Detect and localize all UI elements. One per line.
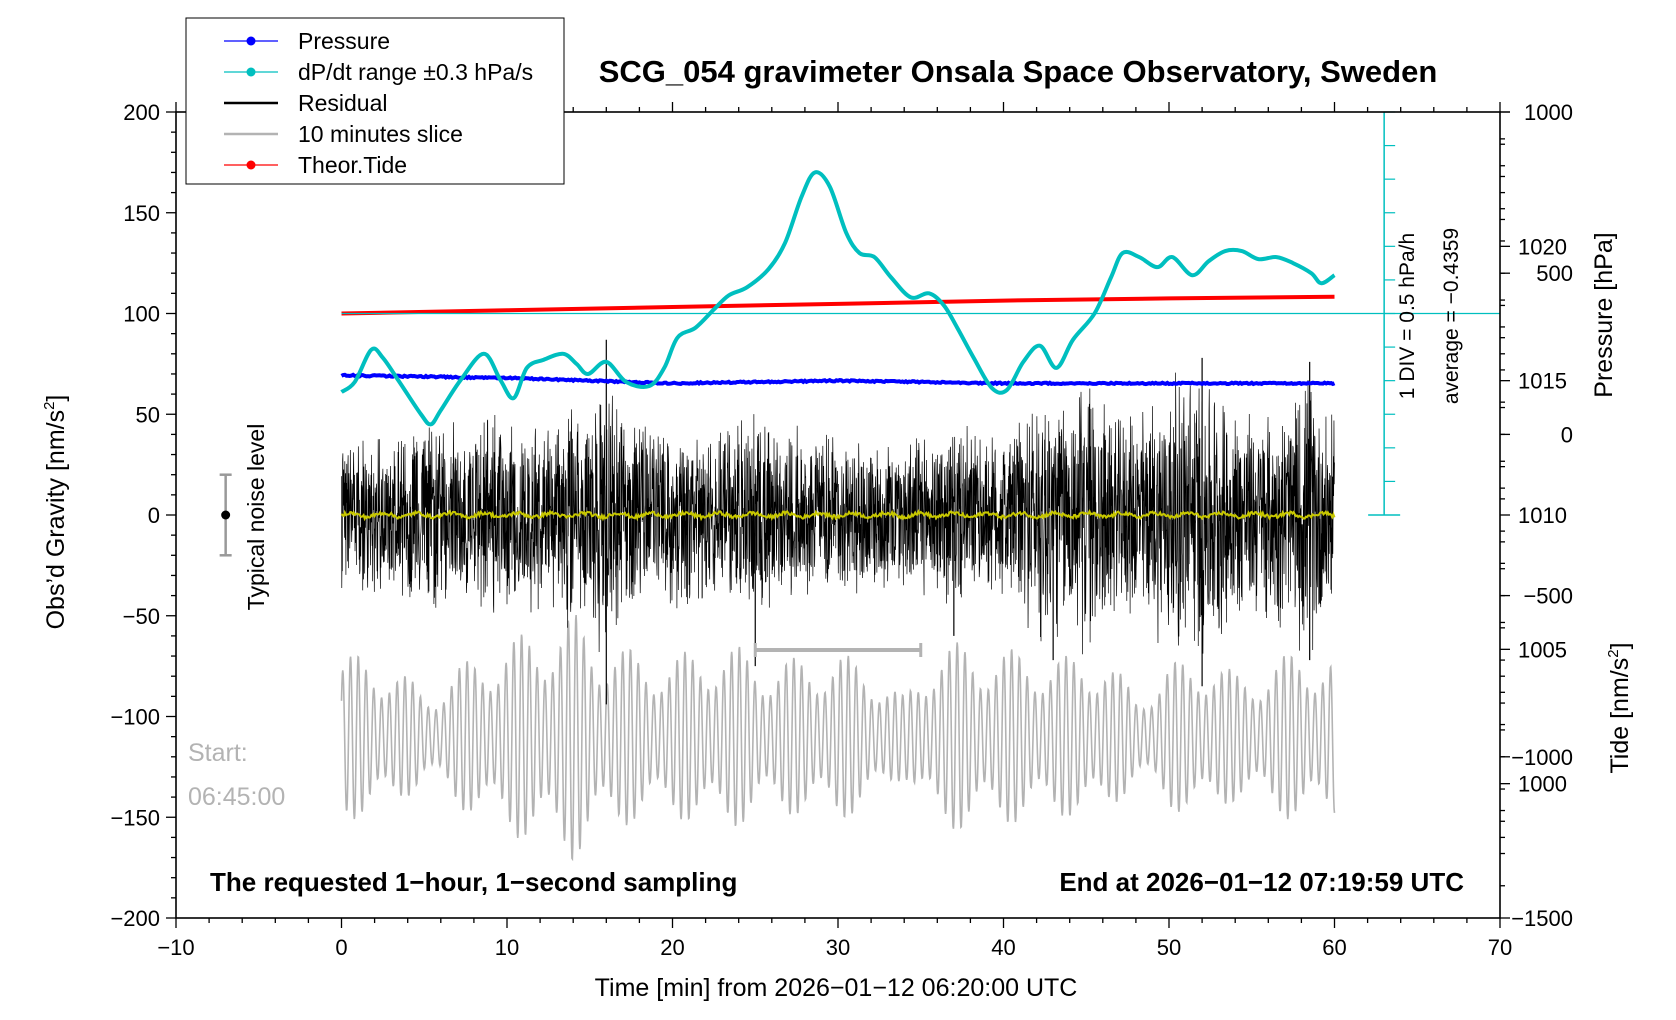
- legend-box: [185, 17, 565, 185]
- x-tick-label: 50: [1157, 935, 1181, 960]
- x-tick-label: 0: [335, 935, 347, 960]
- dpdt-series-line: [340, 170, 1336, 427]
- x-tick-label: 30: [826, 935, 850, 960]
- y-tick-label-left: 0: [148, 503, 160, 528]
- average-label: average = −0.4359: [1440, 228, 1463, 404]
- tide-series-line: [341, 294, 1335, 316]
- pressure-tick-label: 1005: [1518, 637, 1567, 662]
- tide-layer: [341, 294, 1335, 316]
- tide-tick-label: 0: [1561, 422, 1573, 447]
- y-axis-label-left: Obs’d Gravity [nm/s2]: [41, 395, 70, 630]
- pressure-tick-label: 1010: [1518, 503, 1567, 528]
- y-axis-label-left-text: Obs’d Gravity [nm/s: [42, 410, 70, 630]
- legend-marker-4: [246, 160, 256, 170]
- legend-label-4: Theor.Tide: [298, 152, 407, 178]
- residual-layer: [341, 339, 1335, 705]
- tide-tick-label: −500: [1523, 584, 1573, 609]
- y-tick-label-left: −200: [110, 906, 160, 931]
- y-tick-label-left: 50: [136, 402, 160, 427]
- y-axis-label-left-close: ]: [42, 395, 70, 402]
- pressure-tick-label: 1020: [1518, 234, 1567, 259]
- y-tick-label-left: 200: [123, 100, 160, 125]
- residual-mean-layer: [340, 508, 1336, 522]
- requested-sampling-label: The requested 1−hour, 1−second sampling: [210, 867, 737, 897]
- y-axis-label-left-sup: 2: [41, 402, 58, 410]
- x-tick-label: 20: [660, 935, 684, 960]
- noise-bar-dot: [221, 510, 231, 520]
- legend-marker-0: [246, 36, 256, 46]
- y-axis-label-tide-text: Tide [nm/s: [1606, 658, 1634, 774]
- axes-layer: −10 0 10 20 30 40 50 60 70200150100500−50−100−15…: [110, 100, 1573, 960]
- y-axis-label-pressure: Pressure [hPa]: [1590, 232, 1618, 397]
- y-tick-label-left: 150: [123, 201, 160, 226]
- noise-level-label: Typical noise level: [243, 424, 269, 611]
- overlay-layer: [219, 473, 923, 658]
- y-axis-label-tide: Tide [nm/s2]: [1605, 642, 1634, 773]
- end-time-label: End at 2026−01−12 07:19:59 UTC: [1059, 867, 1464, 897]
- dpdt-layer: [340, 111, 1500, 516]
- x-tick-label: −10: [157, 935, 194, 960]
- x-tick-label: 40: [991, 935, 1015, 960]
- pressure-layer: [340, 372, 1336, 387]
- tide-tick-label: −1000: [1511, 745, 1573, 770]
- legend-label-1: dP/dt range ±0.3 hPa/s: [298, 59, 533, 85]
- y-tick-label-left: 100: [123, 302, 160, 327]
- pressure-tick-label: 1000: [1518, 772, 1567, 797]
- chart-title: SCG_054 gravimeter Onsala Space Observat…: [599, 54, 1438, 89]
- x-axis-label: Time [min] from 2026−01−12 06:20:00 UTC: [595, 974, 1078, 1002]
- pressure-tick-label: 1015: [1518, 369, 1567, 394]
- start-label: Start:: [188, 739, 248, 767]
- y-axis-label-tide-close: ]: [1606, 642, 1634, 649]
- y-tick-label-left: −100: [110, 705, 160, 730]
- start-time-label: 06:45:00: [188, 783, 285, 811]
- residual-mean-line: [340, 508, 1336, 522]
- y-tick-label-left: −50: [123, 604, 160, 629]
- pressure-series-line: [340, 372, 1336, 387]
- x-tick-label: 10: [495, 935, 519, 960]
- legend-label-0: Pressure: [298, 28, 390, 54]
- legend-marker-1: [246, 67, 256, 77]
- tide-tick-label: 500: [1536, 261, 1573, 286]
- tide-tick-label: 1000: [1524, 100, 1573, 125]
- legend-label-3: 10 minutes slice: [298, 121, 463, 147]
- legend-label-2: Residual: [298, 90, 388, 116]
- y-axis-label-tide-sup: 2: [1605, 649, 1622, 657]
- y-tick-label-left: −150: [110, 805, 160, 830]
- x-tick-label: 60: [1322, 935, 1346, 960]
- slice-layer: [340, 614, 1336, 862]
- x-tick-label: 70: [1488, 935, 1512, 960]
- tide-tick-label: −1500: [1511, 906, 1573, 931]
- div-label: 1 DIV = 0.5 hPa/h: [1396, 233, 1419, 399]
- slice-series-line: [340, 614, 1336, 862]
- residual-series-line: [341, 372, 1335, 655]
- legend: Pressure dP/dt range ±0.3 hPa/s Residual 10…: [185, 17, 565, 185]
